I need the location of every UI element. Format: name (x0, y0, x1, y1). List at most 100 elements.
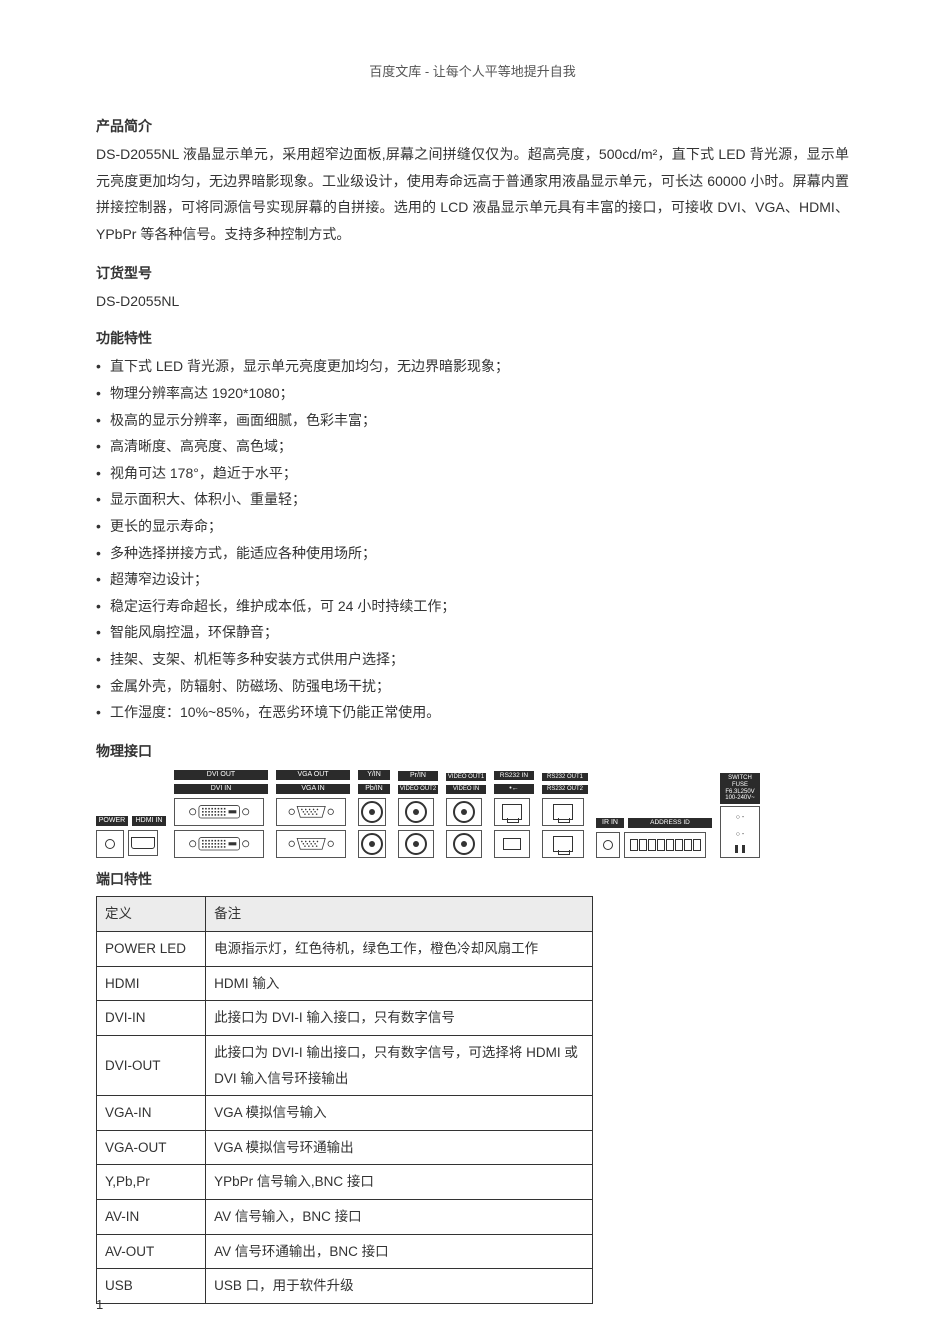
label-voltage-text: 100-240V~ (725, 795, 755, 801)
port-rs232-out1 (542, 798, 584, 826)
label-rs232-in: RS232 IN (494, 771, 534, 780)
port-ir-in (596, 832, 620, 858)
rj45-icon (553, 804, 573, 820)
ac-plug-icon (735, 845, 745, 853)
label-hdmi-in: HDMI IN (132, 816, 166, 826)
port-vga-out (276, 798, 346, 826)
port-address-id (624, 832, 706, 858)
hdmi-icon (131, 837, 155, 849)
label-rs232-out1: RS232 OUT1 (542, 773, 588, 782)
switch-io1: ○ - (736, 811, 745, 824)
port-dvi-in (174, 830, 264, 858)
table-cell-note: YPbPr 信号输入,BNC 接口 (206, 1165, 593, 1200)
table-row: Y,Pb,PrYPbPr 信号输入,BNC 接口 (97, 1165, 593, 1200)
order-model: DS-D2055NL (96, 288, 849, 315)
table-header-note: 备注 (206, 897, 593, 932)
label-ir-in: IR IN (596, 818, 624, 828)
feature-item: 稳定运行寿命超长，维护成本低，可 24 小时持续工作； (96, 593, 849, 620)
port-y-in (358, 798, 386, 826)
power-inlet-body: ○ - ○ - (720, 806, 760, 858)
table-row: HDMIHDMI 输入 (97, 966, 593, 1001)
feature-item: 物理分辨率高达 1920*1080； (96, 380, 849, 407)
usb-icon (503, 838, 521, 850)
features-list: 直下式 LED 背光源，显示单元亮度更加均匀，无边界暗影现象；物理分辨率高达 1… (96, 353, 849, 725)
feature-item: 极高的显示分辨率，画面细腻，色彩丰富； (96, 407, 849, 434)
table-row: USBUSB 口，用于软件升级 (97, 1269, 593, 1304)
port-table: 定义 备注 POWER LED电源指示灯，红色待机，绿色工作，橙色冷却风扇工作H… (96, 896, 593, 1304)
label-rs232-out2: RS232 OUT2 (542, 785, 588, 794)
feature-item: 超薄窄边设计； (96, 566, 849, 593)
table-cell-def: POWER LED (97, 931, 206, 966)
table-cell-def: AV-IN (97, 1200, 206, 1235)
label-dvi-in: DVI IN (174, 784, 268, 794)
label-pr-in: Pr/IN (398, 771, 438, 781)
table-cell-def: DVI-OUT (97, 1035, 206, 1095)
port-dvi-out (174, 798, 264, 826)
table-row: VGA-INVGA 模拟信号输入 (97, 1096, 593, 1131)
table-cell-def: USB (97, 1269, 206, 1304)
group-video: VIDEO OUT1 VIDEO IN (446, 773, 486, 858)
port-rs232-out2 (542, 830, 584, 858)
section-title-interfaces: 物理接口 (96, 738, 849, 765)
group-rs232in-usb: RS232 IN •← (494, 771, 534, 858)
table-row: AV-INAV 信号输入，BNC 接口 (97, 1200, 593, 1235)
section-title-intro: 产品简介 (96, 113, 849, 140)
label-vga-out: VGA OUT (276, 770, 350, 780)
dvi-icon (184, 804, 254, 820)
group-rs232out: RS232 OUT1 RS232 OUT2 (542, 773, 588, 858)
table-cell-note: 此接口为 DVI-I 输入接口，只有数字信号 (206, 1001, 593, 1036)
led-icon (105, 839, 115, 849)
label-usb: •← (494, 784, 534, 794)
table-row: DVI-OUT此接口为 DVI-I 输出接口，只有数字信号，可选择将 HDMI … (97, 1035, 593, 1095)
bnc-icon (453, 833, 475, 855)
vga-icon (284, 836, 338, 852)
table-cell-def: VGA-IN (97, 1096, 206, 1131)
group-power-inlet: SWITCH FUSE F6.3L250V 100-240V~ ○ - ○ - (720, 773, 760, 857)
label-video-out2: VIDEO OUT2 (398, 785, 438, 794)
feature-item: 挂架、支架、机柜等多种安装方式供用户选择； (96, 646, 849, 673)
group-dvi: DVI OUT DVI IN (174, 770, 268, 857)
table-row: VGA-OUTVGA 模拟信号环通输出 (97, 1130, 593, 1165)
table-cell-note: AV 信号环通输出，BNC 接口 (206, 1234, 593, 1269)
feature-item: 显示面积大、体积小、重量轻； (96, 486, 849, 513)
feature-item: 多种选择拼接方式，能适应各种使用场所； (96, 540, 849, 567)
page-number: 1 (96, 1293, 103, 1318)
port-hdmi (128, 830, 158, 856)
table-cell-def: VGA-OUT (97, 1130, 206, 1165)
port-pr-in (398, 798, 434, 826)
label-fuse-text: FUSE F6.3L250V (725, 782, 754, 795)
table-cell-note: 电源指示灯，红色待机，绿色工作，橙色冷却风扇工作 (206, 931, 593, 966)
feature-item: 智能风扇控温，环保静音； (96, 619, 849, 646)
bnc-icon (361, 833, 383, 855)
vga-icon (284, 804, 338, 820)
dvi-icon (184, 836, 254, 852)
table-cell-def: HDMI (97, 966, 206, 1001)
document-page: 百度文库 - 让每个人平等地提升自我 产品简介 DS-D2055NL 液晶显示单… (0, 0, 945, 1344)
group-vga: VGA OUT VGA IN (276, 770, 350, 857)
table-cell-note: HDMI 输入 (206, 966, 593, 1001)
port-rs232-in (494, 798, 530, 826)
bnc-icon (405, 833, 427, 855)
label-power: POWER (96, 816, 128, 826)
table-row: POWER LED电源指示灯，红色待机，绿色工作，橙色冷却风扇工作 (97, 931, 593, 966)
bnc-icon (453, 801, 475, 823)
switch-io2: ○ - (736, 828, 745, 841)
jack-icon (603, 840, 613, 850)
feature-item: 更长的显示寿命； (96, 513, 849, 540)
table-row: DVI-IN此接口为 DVI-I 输入接口，只有数字信号 (97, 1001, 593, 1036)
feature-item: 直下式 LED 背光源，显示单元亮度更加均匀，无边界暗影现象； (96, 353, 849, 380)
label-y-in: Y/IN (358, 770, 390, 780)
group-ypb: Y/IN Pb/IN (358, 770, 390, 857)
label-address-id: ADDRESS ID (628, 818, 712, 828)
table-cell-def: Y,Pb,Pr (97, 1165, 206, 1200)
connector-diagram: POWER HDMI IN DVI OUT DVI IN (96, 770, 849, 857)
group-ir-address: IR IN ADDRESS ID (596, 818, 712, 858)
port-video-out2 (398, 830, 434, 858)
rj45-icon (553, 836, 573, 852)
port-usb (494, 830, 530, 858)
port-vga-in (276, 830, 346, 858)
table-cell-note: VGA 模拟信号输入 (206, 1096, 593, 1131)
bnc-icon (361, 801, 383, 823)
label-vga-in: VGA IN (276, 784, 350, 794)
section-title-port-table: 端口特性 (96, 866, 849, 893)
